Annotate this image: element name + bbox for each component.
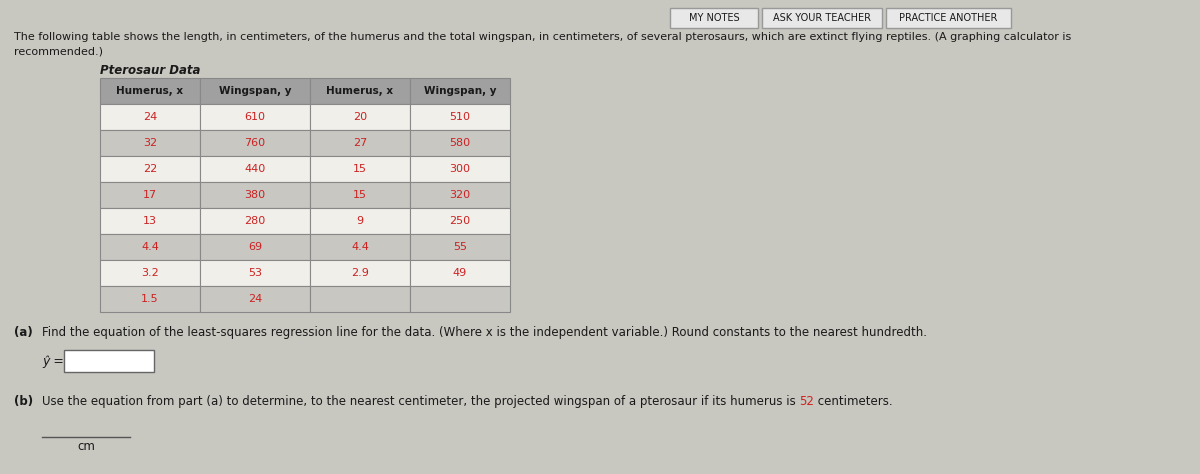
Text: 69: 69 [248,242,262,252]
Text: 510: 510 [450,112,470,122]
Bar [200,78,310,104]
Bar [310,234,410,260]
Bar [100,104,200,130]
Text: 49: 49 [452,268,467,278]
Text: 53: 53 [248,268,262,278]
Text: 440: 440 [245,164,265,174]
Text: (b): (b) [14,395,34,408]
Text: 27: 27 [353,138,367,148]
Bar [100,260,200,286]
Bar [310,208,410,234]
Text: 250: 250 [450,216,470,226]
Bar [310,104,410,130]
Bar [410,104,510,130]
Bar [762,8,882,28]
Bar [100,182,200,208]
Text: 55: 55 [454,242,467,252]
Text: 320: 320 [450,190,470,200]
Text: 3.2: 3.2 [142,268,158,278]
Bar [100,130,200,156]
Text: 24: 24 [143,112,157,122]
Text: recommended.): recommended.) [14,46,103,56]
Text: 9: 9 [356,216,364,226]
Text: 580: 580 [450,138,470,148]
Bar [310,78,410,104]
Bar [100,78,200,104]
Text: 13: 13 [143,216,157,226]
Text: 300: 300 [450,164,470,174]
Text: Wingspan, y: Wingspan, y [424,86,497,96]
Text: MY NOTES: MY NOTES [689,13,739,23]
Text: 15: 15 [353,190,367,200]
Text: 32: 32 [143,138,157,148]
Bar [100,156,200,182]
Text: 1.5: 1.5 [142,294,158,304]
Text: 22: 22 [143,164,157,174]
Text: 52: 52 [799,395,815,408]
Text: ASK YOUR TEACHER: ASK YOUR TEACHER [773,13,871,23]
Text: (a): (a) [14,326,32,339]
Bar [200,208,310,234]
Bar [200,182,310,208]
Bar [410,286,510,312]
Bar [200,260,310,286]
Bar [410,260,510,286]
Bar [410,156,510,182]
Bar [310,260,410,286]
Text: 380: 380 [245,190,265,200]
Text: 15: 15 [353,164,367,174]
Bar [886,8,1010,28]
Bar [410,208,510,234]
Bar [410,78,510,104]
Text: cm: cm [77,440,95,453]
Text: centimeters.: centimeters. [815,395,893,408]
Text: 4.4: 4.4 [352,242,368,252]
Bar [670,8,758,28]
Bar [200,156,310,182]
Text: Wingspan, y: Wingspan, y [218,86,292,96]
Bar [310,182,410,208]
Text: Humerus, x: Humerus, x [116,86,184,96]
Bar [410,130,510,156]
Text: 760: 760 [245,138,265,148]
Text: 4.4: 4.4 [142,242,158,252]
Text: 610: 610 [245,112,265,122]
Text: 17: 17 [143,190,157,200]
Bar [100,234,200,260]
Text: Use the equation from part (a) to determine, to the nearest centimeter, the proj: Use the equation from part (a) to determ… [42,395,799,408]
Bar [310,156,410,182]
Bar [410,182,510,208]
Text: 24: 24 [248,294,262,304]
Bar [410,234,510,260]
Bar [100,208,200,234]
Text: ŷ =: ŷ = [42,356,64,368]
Bar [200,104,310,130]
Text: Find the equation of the least-squares regression line for the data. (Where x is: Find the equation of the least-squares r… [42,326,928,339]
Text: Humerus, x: Humerus, x [326,86,394,96]
Bar [200,286,310,312]
Text: The following table shows the length, in centimeters, of the humerus and the tot: The following table shows the length, in… [14,32,1072,42]
Text: 280: 280 [245,216,265,226]
Text: PRACTICE ANOTHER: PRACTICE ANOTHER [899,13,997,23]
Text: 20: 20 [353,112,367,122]
Bar [310,286,410,312]
Text: 2.9: 2.9 [352,268,368,278]
Text: Pterosaur Data: Pterosaur Data [100,64,200,77]
Bar [200,130,310,156]
Bar [64,350,154,372]
Bar [310,130,410,156]
Bar [200,234,310,260]
Bar [100,286,200,312]
